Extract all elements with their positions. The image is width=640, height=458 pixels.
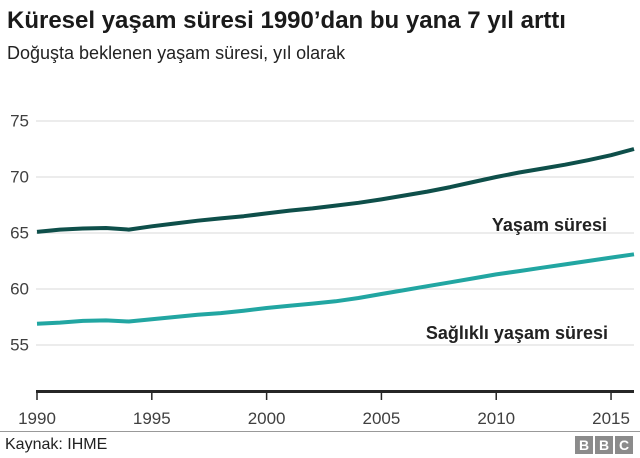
x-tick-label: 2015: [592, 409, 630, 425]
x-tick-label: 2005: [363, 409, 401, 425]
bbc-logo: B B C: [575, 436, 633, 454]
bbc-logo-block: C: [615, 436, 633, 454]
bbc-logo-block: B: [575, 436, 593, 454]
source-text: Kaynak: IHME: [5, 436, 108, 453]
x-tick-label: 2000: [248, 409, 286, 425]
series-label-healthy-life-expectancy: Sağlıklı yaşam süresi: [425, 323, 608, 343]
chart-footer: Kaynak: IHME B B C: [0, 431, 640, 454]
y-tick-label: 55: [10, 336, 29, 355]
series-line-0: [36, 147, 635, 234]
x-tick-label: 2010: [477, 409, 515, 425]
chart-header: Küresel yaşam süresi 1990’dan bu yana 7 …: [0, 0, 640, 64]
y-tick-label: 60: [10, 280, 29, 299]
y-tick-label: 75: [10, 112, 29, 131]
y-tick-label: 70: [10, 168, 29, 187]
chart-area: 75 70 65 60 55 1990 1995 2000 2005 2010 2015 Yaşam…: [0, 95, 640, 428]
x-tick-label: 1995: [133, 409, 171, 425]
x-tick-label: 1990: [18, 409, 56, 425]
chart-svg: 75 70 65 60 55 1990 1995 2000 2005 2010 2015: [10, 112, 635, 428]
y-tick-label: 65: [10, 224, 29, 243]
page-title: Küresel yaşam süresi 1990’dan bu yana 7 …: [7, 7, 566, 34]
series-line-1: [36, 252, 635, 326]
page-subtitle: Doğuşta beklenen yaşam süresi, yıl olara…: [7, 43, 346, 63]
series-label-life-expectancy: Yaşam süresi: [491, 215, 607, 235]
bbc-logo-block: B: [595, 436, 613, 454]
